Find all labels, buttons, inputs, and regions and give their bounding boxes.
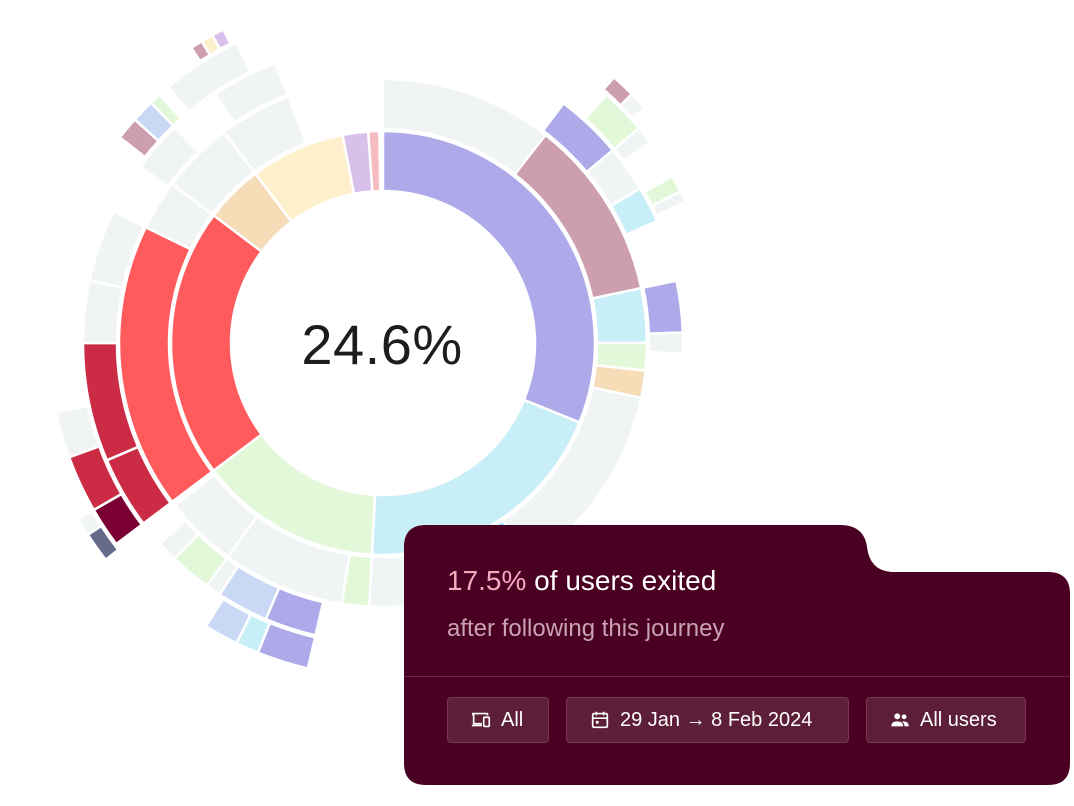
- sunburst-segment-ring4-42[interactable]: [650, 189, 688, 218]
- device-filter-button[interactable]: All: [447, 697, 549, 743]
- sunburst-segment-ring4-51[interactable]: [149, 93, 183, 128]
- center-percentage: 24.6%: [301, 312, 463, 376]
- sunburst-segment-ring4-48[interactable]: [54, 404, 101, 459]
- audience-filter-label: All users: [920, 708, 997, 731]
- sunburst-segment-ring2-18[interactable]: [173, 472, 259, 559]
- sunburst-segment-ring4-52[interactable]: [166, 41, 253, 114]
- sunburst-segment-ring5-59[interactable]: [210, 27, 233, 51]
- sunburst-segment-ring3-36[interactable]: [88, 209, 146, 290]
- sunburst-segment-ring3-25[interactable]: [609, 186, 659, 237]
- sunburst-segment-ring3-37[interactable]: [138, 125, 200, 189]
- sunburst-segment-ring3-27[interactable]: [647, 331, 685, 355]
- sunburst-segment-ring5-54[interactable]: [618, 92, 647, 120]
- sunburst-segment-ring3-35[interactable]: [81, 279, 125, 345]
- sunburst-segment-ring2-10[interactable]: [590, 286, 649, 345]
- date-range-label: 29 Jan → 8 Feb 2024: [620, 708, 813, 731]
- sunburst-segment-ring1-0[interactable]: [381, 129, 597, 425]
- sunburst-segment-ring3-26[interactable]: [641, 279, 685, 336]
- sunburst-segment-ring4-45[interactable]: [204, 597, 253, 645]
- device-filter-label: All: [501, 708, 524, 731]
- sunburst-segment-ring2-22[interactable]: [222, 94, 308, 174]
- audience-filter-button[interactable]: All users: [866, 697, 1026, 743]
- sunburst-segment-ring3-38[interactable]: [213, 61, 290, 125]
- users-icon: [891, 713, 909, 727]
- devices-icon: [471, 712, 491, 728]
- calendar-icon: [591, 711, 609, 729]
- sunburst-segment-ring2-15[interactable]: [367, 547, 458, 609]
- sunburst-segment-ring1-7[interactable]: [366, 129, 382, 193]
- sunburst-segment-ring5-56[interactable]: [76, 509, 103, 537]
- sunburst-segment-ring3-32[interactable]: [158, 519, 200, 561]
- date-range-button[interactable]: 29 Jan → 8 Feb 2024: [566, 697, 849, 743]
- sunburst-segment-ring4-40[interactable]: [612, 126, 652, 164]
